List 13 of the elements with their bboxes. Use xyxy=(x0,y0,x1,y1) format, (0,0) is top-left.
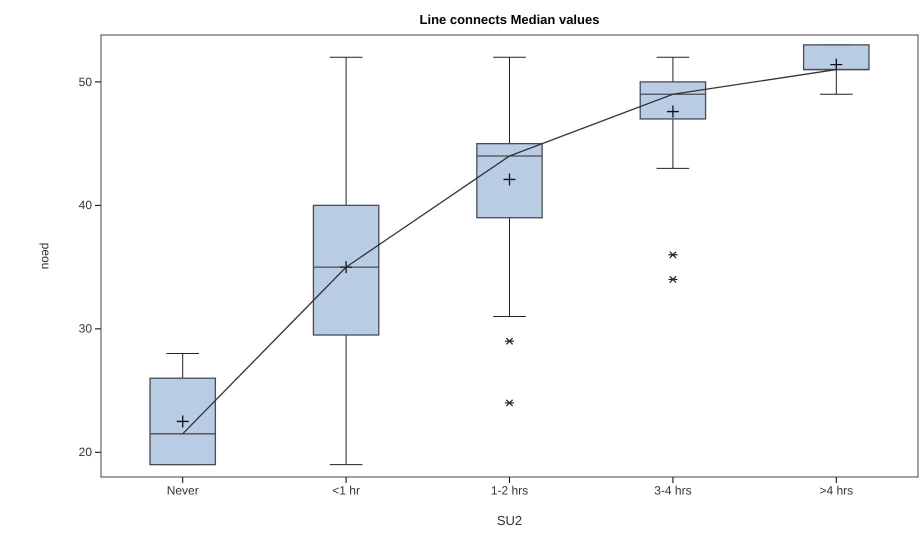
y-tick-label: 30 xyxy=(78,322,92,336)
x-tick-label: >4 hrs xyxy=(819,484,854,498)
x-tick-label: Never xyxy=(166,484,199,498)
x-tick-label: <1 hr xyxy=(332,484,360,498)
x-tick-label: 1-2 hrs xyxy=(490,484,528,498)
y-tick-label: 40 xyxy=(78,198,92,212)
x-tick-label: 3-4 hrs xyxy=(654,484,692,498)
line-series xyxy=(182,68,837,434)
chart-title: Line connects Median values xyxy=(420,12,600,27)
y-tick-label: 20 xyxy=(78,445,92,460)
y-tick-label: 50 xyxy=(78,74,92,89)
x-axis-title: SU2 xyxy=(496,513,522,528)
y-axis-title: peou xyxy=(39,242,53,270)
